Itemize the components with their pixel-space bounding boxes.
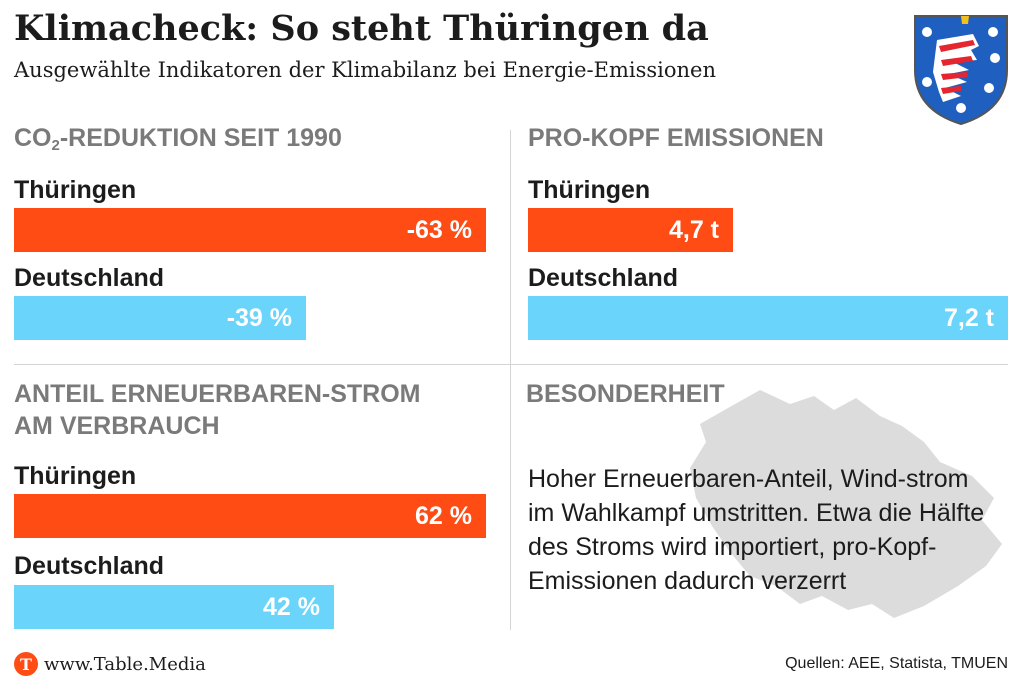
renewable-deutschland-label: Deutschland bbox=[14, 552, 165, 580]
vertical-divider bbox=[510, 130, 511, 630]
co2-deutschland-value: -39 % bbox=[226, 303, 292, 332]
co2-reduction-title: CO2-REDUKTION SEIT 1990 bbox=[14, 124, 342, 154]
footer-site-link[interactable]: www.Table.Media bbox=[44, 653, 206, 675]
besonderheit-text: Hoher Erneuerbaren-Anteil, Wind-strom im… bbox=[528, 465, 985, 595]
renewable-thueringen-bar: 62 % bbox=[14, 494, 486, 538]
page-title: Klimacheck: So steht Thüringen da bbox=[14, 8, 709, 49]
footer-brand: T www.Table.Media bbox=[14, 652, 206, 676]
per-capita-thueringen-bar: 4,7 t bbox=[528, 208, 733, 252]
table-media-logo-icon: T bbox=[14, 652, 38, 676]
renewable-deutschland-bar: 42 % bbox=[14, 585, 334, 629]
renewable-share-title: ANTEIL ERNEUERBAREN-STROM AM VERBRAUCH bbox=[14, 380, 421, 440]
per-capita-deutschland-bar: 7,2 t bbox=[528, 296, 1008, 340]
renewable-thueringen-label: Thüringen bbox=[14, 462, 137, 490]
footer-sources: Quellen: AEE, Statista, TMUEN bbox=[785, 655, 1008, 672]
co2-deutschland-bar: -39 % bbox=[14, 296, 306, 340]
per-capita-thueringen-label: Thüringen bbox=[528, 176, 651, 204]
co2-deutschland-label: Deutschland bbox=[14, 264, 165, 292]
page-subtitle: Ausgewählte Indikatoren der Klimabilanz … bbox=[14, 58, 717, 82]
horizontal-divider bbox=[14, 364, 1008, 365]
per-capita-deutschland-value: 7,2 t bbox=[943, 303, 994, 332]
per-capita-deutschland-label: Deutschland bbox=[528, 264, 679, 292]
per-capita-title: PRO-KOPF EMISSIONEN bbox=[528, 124, 824, 152]
co2-thueringen-value: -63 % bbox=[406, 215, 472, 244]
per-capita-thueringen-value: 4,7 t bbox=[668, 215, 719, 244]
thueringen-map-icon bbox=[690, 390, 1002, 618]
co2-thueringen-bar: -63 % bbox=[14, 208, 486, 252]
renewable-thueringen-value: 62 % bbox=[415, 501, 472, 530]
coat-of-arms-icon bbox=[914, 15, 1008, 126]
renewable-deutschland-value: 42 % bbox=[263, 592, 320, 621]
besonderheit-title: BESONDERHEIT bbox=[526, 380, 725, 408]
co2-thueringen-label: Thüringen bbox=[14, 176, 137, 204]
